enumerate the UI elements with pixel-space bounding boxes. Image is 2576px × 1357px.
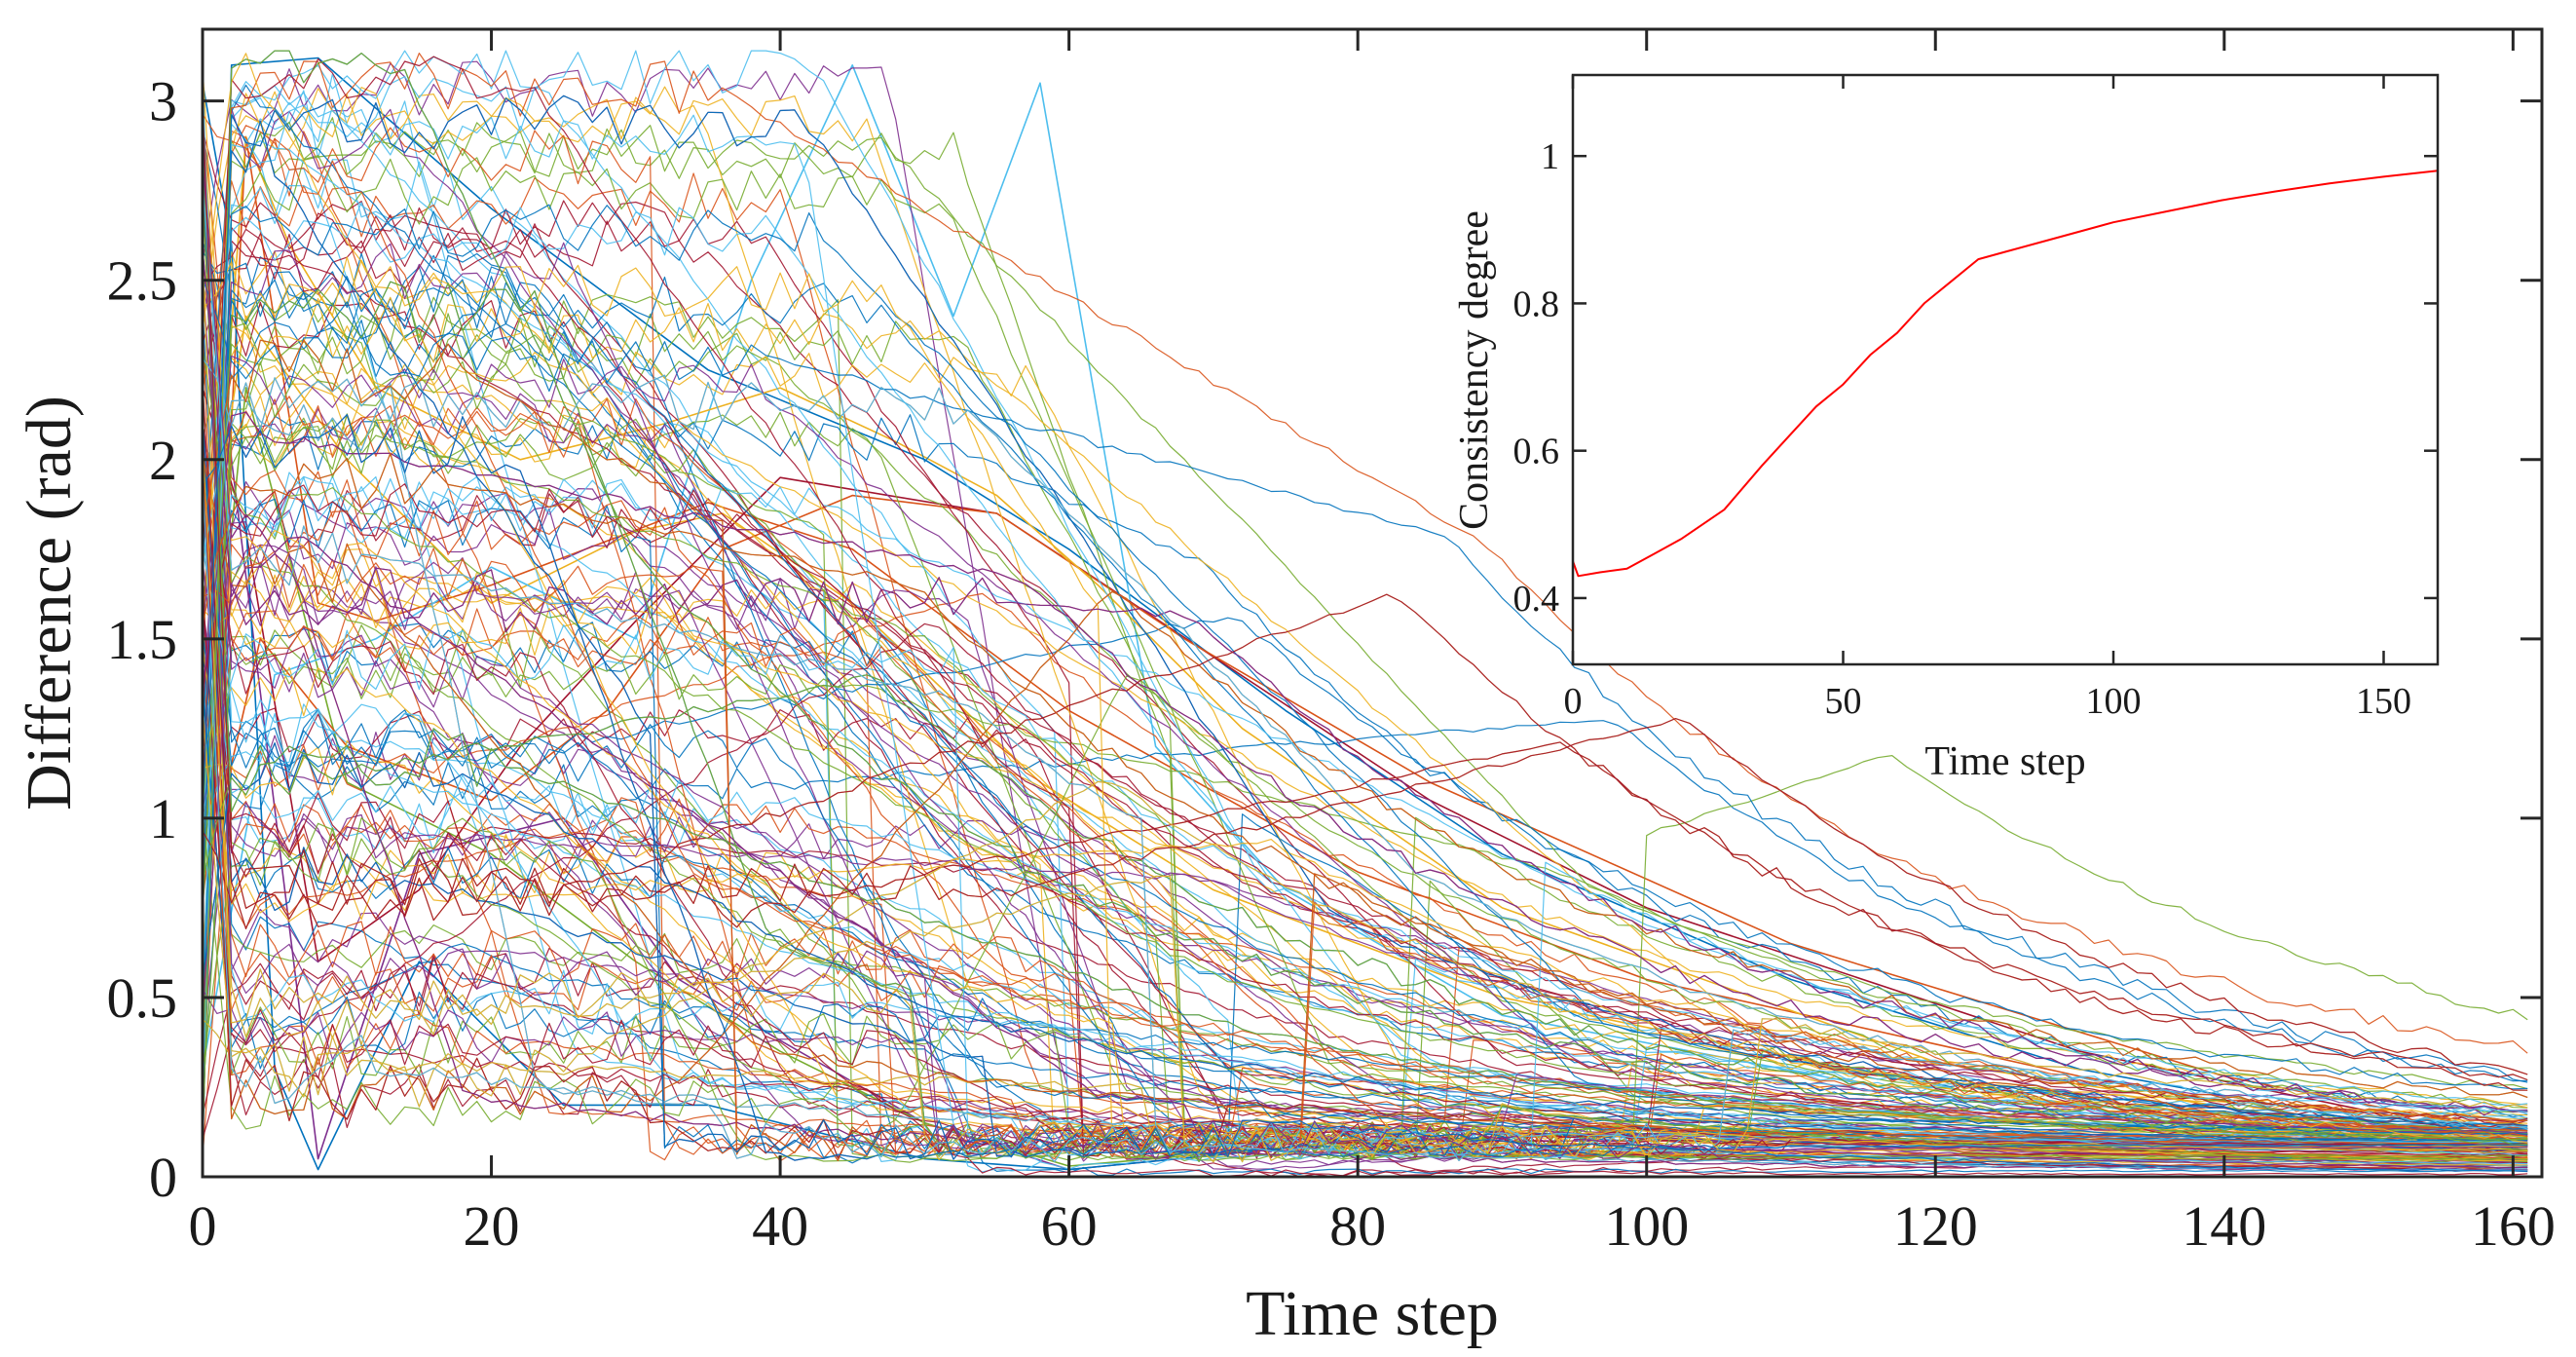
inset-plot: 0 50 100 150 0.4 0.6 0.8 1 Time step Consisten…: [1452, 73, 2440, 784]
main-x-tick-label: 100: [1604, 1194, 1689, 1258]
main-y-tick-label: 2: [149, 429, 177, 492]
main-ensemble-line: [202, 525, 2528, 1120]
main-ensemble-line: [202, 98, 2528, 1075]
inset-x-tick-label: 150: [2356, 681, 2411, 722]
main-ensemble-line: [202, 452, 2528, 1122]
inset-x-tick-label: 100: [2086, 681, 2142, 722]
main-ensemble-line: [202, 159, 2528, 1169]
inset-x-axis-label: Time step: [1924, 739, 2085, 784]
main-ensemble-line: [202, 250, 2528, 1161]
main-ensemble-line: [202, 282, 2528, 1135]
main-ensemble-line: [202, 414, 2528, 1106]
main-ensemble-line: [202, 419, 2528, 1157]
main-ensemble-line: [202, 474, 2528, 1172]
main-plot: 0 20 40 60 80 100 120 140 160 0 0.5 1 1.5 2 2.5 3 Time…: [14, 27, 2556, 1349]
main-ensemble-line: [202, 498, 2528, 1164]
main-ensemble-line: [202, 296, 2528, 1116]
inset-x-tick-label: 50: [1825, 681, 1862, 722]
main-x-tick-label: 120: [1893, 1194, 1978, 1258]
main-ensemble-line: [202, 411, 2528, 1112]
main-ensemble-line: [202, 144, 2528, 1143]
main-x-tick-label: 0: [189, 1194, 217, 1258]
main-ensemble-line: [202, 620, 2528, 1135]
main-ensemble-line: [202, 113, 2528, 1132]
main-ensemble-line: [202, 109, 2528, 1161]
main-ensemble-line: [202, 84, 2528, 1147]
main-ensemble-line: [202, 94, 2528, 1131]
inset-x-tick-label: 0: [1564, 681, 1583, 722]
main-x-tick-label: 140: [2182, 1194, 2266, 1258]
main-ensemble-line: [202, 240, 2528, 1177]
inset-consistency-line: [1572, 170, 2439, 578]
main-ensemble-line: [202, 742, 2528, 1135]
main-x-tick-label: 40: [752, 1194, 808, 1258]
main-plot-frame: [201, 27, 2544, 1179]
inset-y-axis-label: Consistency degree: [1452, 210, 1497, 530]
main-y-tick-label: 3: [149, 70, 177, 133]
main-ensemble-line: [202, 593, 2528, 1091]
main-ensemble-line: [202, 506, 2528, 1177]
main-ensemble-line: [202, 436, 2528, 1160]
main-series-line-s3: [202, 315, 2514, 1156]
main-x-ticks: 0 20 40 60 80 100 120 140 160: [189, 29, 2556, 1258]
main-y-axis-label: Difference (rad): [14, 396, 85, 810]
main-y-ticks: 0 0.5 1 1.5 2 2.5 3: [107, 70, 2542, 1209]
main-ensemble-line: [202, 117, 2528, 1090]
main-ensemble-line: [202, 91, 2528, 1159]
main-ensemble-line: [202, 358, 2528, 1130]
main-ensemble-line: [202, 247, 2528, 1171]
main-ensemble-line: [202, 120, 2528, 1173]
main-ensemble-line: [202, 591, 2528, 1148]
main-ensemble-line: [202, 346, 2528, 1151]
main-ensemble-line: [202, 52, 2528, 1054]
main-ensemble-line: [202, 339, 2528, 1162]
main-ensemble-line: [202, 549, 2528, 1165]
main-y-tick-label: 1.5: [107, 608, 178, 671]
main-ensemble-line: [202, 414, 2528, 1161]
main-ensemble-line: [202, 465, 2528, 1136]
main-ensemble-line: [202, 728, 2528, 1141]
main-ensemble-line: [202, 567, 2528, 1116]
main-ensemble-line: [202, 709, 2528, 1148]
main-ensemble-line: [202, 547, 2528, 1162]
main-ensemble-line: [202, 140, 2528, 1149]
inset-y-ticks: 0.4 0.6 0.8 1: [1513, 136, 2438, 620]
main-ensemble-line: [202, 681, 2528, 1132]
main-ensemble-line: [202, 415, 2528, 1157]
main-ensemble-line: [202, 381, 2528, 1081]
main-ensemble-line: [202, 508, 2528, 1167]
main-x-tick-label: 60: [1041, 1194, 1098, 1258]
inset-series-group: [1572, 170, 2439, 578]
main-x-tick-label: 160: [2471, 1194, 2556, 1258]
main-ensemble-line: [202, 279, 2528, 1083]
main-ensemble-line: [202, 438, 2528, 1161]
inset-plot-frame: [1571, 73, 2440, 666]
inset-x-ticks: 0 50 100 150: [1564, 75, 2411, 722]
main-ensemble-line: [202, 605, 2528, 1146]
main-series-group: [202, 50, 2528, 1178]
main-ensemble-line: [202, 183, 2528, 1162]
main-ensemble-line: [202, 642, 2528, 1127]
main-ensemble-line: [202, 707, 2528, 1144]
main-x-axis-label: Time step: [1246, 1278, 1499, 1349]
main-y-tick-label: 0.5: [107, 966, 178, 1030]
main-y-tick-label: 0: [149, 1146, 177, 1209]
inset-y-tick-label: 0.4: [1513, 579, 1560, 620]
inset-y-tick-label: 0.8: [1513, 283, 1560, 324]
main-ensemble-line: [202, 455, 2528, 1146]
main-ensemble-line: [202, 50, 2528, 1155]
inset-y-tick-label: 1: [1541, 136, 1559, 177]
main-x-tick-label: 20: [464, 1194, 520, 1258]
main-y-tick-label: 1: [149, 787, 177, 850]
inset-plot-background: [1573, 75, 2438, 664]
main-ensemble-line: [202, 450, 2528, 1145]
main-x-tick-label: 80: [1329, 1194, 1386, 1258]
main-ensemble-line: [202, 457, 2528, 1120]
main-y-tick-label: 2.5: [107, 249, 178, 313]
inset-y-tick-label: 0.6: [1513, 432, 1560, 472]
main-ensemble-line: [202, 443, 2528, 1082]
